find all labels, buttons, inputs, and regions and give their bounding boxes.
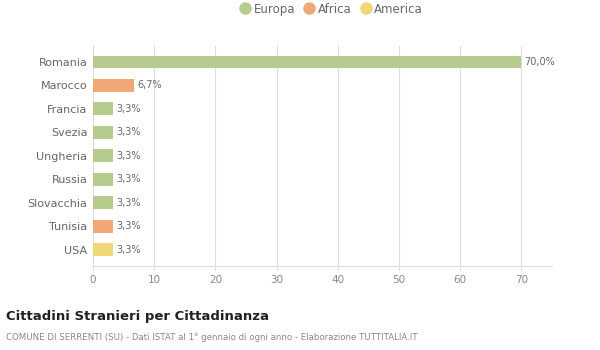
Text: 3,3%: 3,3% (116, 221, 141, 231)
Text: 3,3%: 3,3% (116, 198, 141, 208)
Bar (93, 79, 134, 92)
Bar (93, 149, 113, 162)
Bar (93, 243, 113, 256)
Bar (93, 103, 113, 115)
Bar (93, 196, 113, 209)
Text: 3,3%: 3,3% (116, 104, 141, 114)
Text: COMUNE DI SERRENTI (SU) - Dati ISTAT al 1° gennaio di ogni anno - Elaborazione T: COMUNE DI SERRENTI (SU) - Dati ISTAT al … (6, 332, 418, 342)
Text: 70,0%: 70,0% (524, 57, 555, 67)
Bar (93, 56, 521, 68)
Text: 3,3%: 3,3% (116, 245, 141, 254)
Text: Cittadini Stranieri per Cittadinanza: Cittadini Stranieri per Cittadinanza (6, 310, 269, 323)
Legend: Europa, Africa, America: Europa, Africa, America (241, 3, 422, 16)
Bar (93, 220, 113, 232)
Text: 3,3%: 3,3% (116, 151, 141, 161)
Bar (93, 126, 113, 139)
Bar (93, 173, 113, 186)
Text: 3,3%: 3,3% (116, 174, 141, 184)
Text: 3,3%: 3,3% (116, 127, 141, 137)
Text: 6,7%: 6,7% (137, 80, 161, 90)
